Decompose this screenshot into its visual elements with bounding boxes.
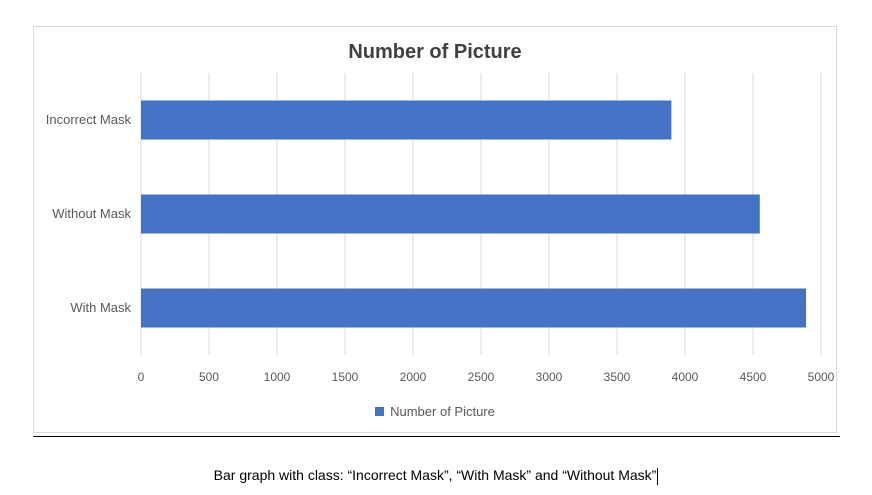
x-tick-label: 2000 [400,370,427,384]
x-tick-label: 5000 [808,370,835,384]
chart-legend: Number of Picture [34,404,836,419]
bar [141,100,672,140]
chart-frame: Number of Picture 0 500 1000 1500 2000 2500 30… [33,26,837,433]
x-tick-label: 4500 [740,370,767,384]
bar [141,194,760,234]
y-category-label: With Mask [70,300,131,315]
x-tick-label: 1000 [264,370,291,384]
x-tick-label: 0 [138,370,145,384]
x-tick-label: 1500 [332,370,359,384]
caption-text: Bar graph with class: “Incorrect Mask”, … [213,467,657,483]
legend-swatch [375,407,385,417]
bar [141,288,807,328]
text-cursor [657,467,659,485]
x-tick-label: 3500 [604,370,631,384]
x-tick-label: 2500 [468,370,495,384]
y-category-label: Without Mask [52,206,131,221]
x-tick-label: 3000 [536,370,563,384]
x-tick-label: 500 [199,370,219,384]
x-tick-label: 4000 [672,370,699,384]
figure-caption: Bar graph with class: “Incorrect Mask”, … [0,467,872,485]
legend-label: Number of Picture [390,404,495,419]
bar-chart: 0 500 1000 1500 2000 2500 3000 3500 4000 4500 5000… [46,73,835,384]
y-category-label: Incorrect Mask [46,112,132,127]
chart-title: Number of Picture [348,41,522,63]
divider-line [33,436,840,437]
